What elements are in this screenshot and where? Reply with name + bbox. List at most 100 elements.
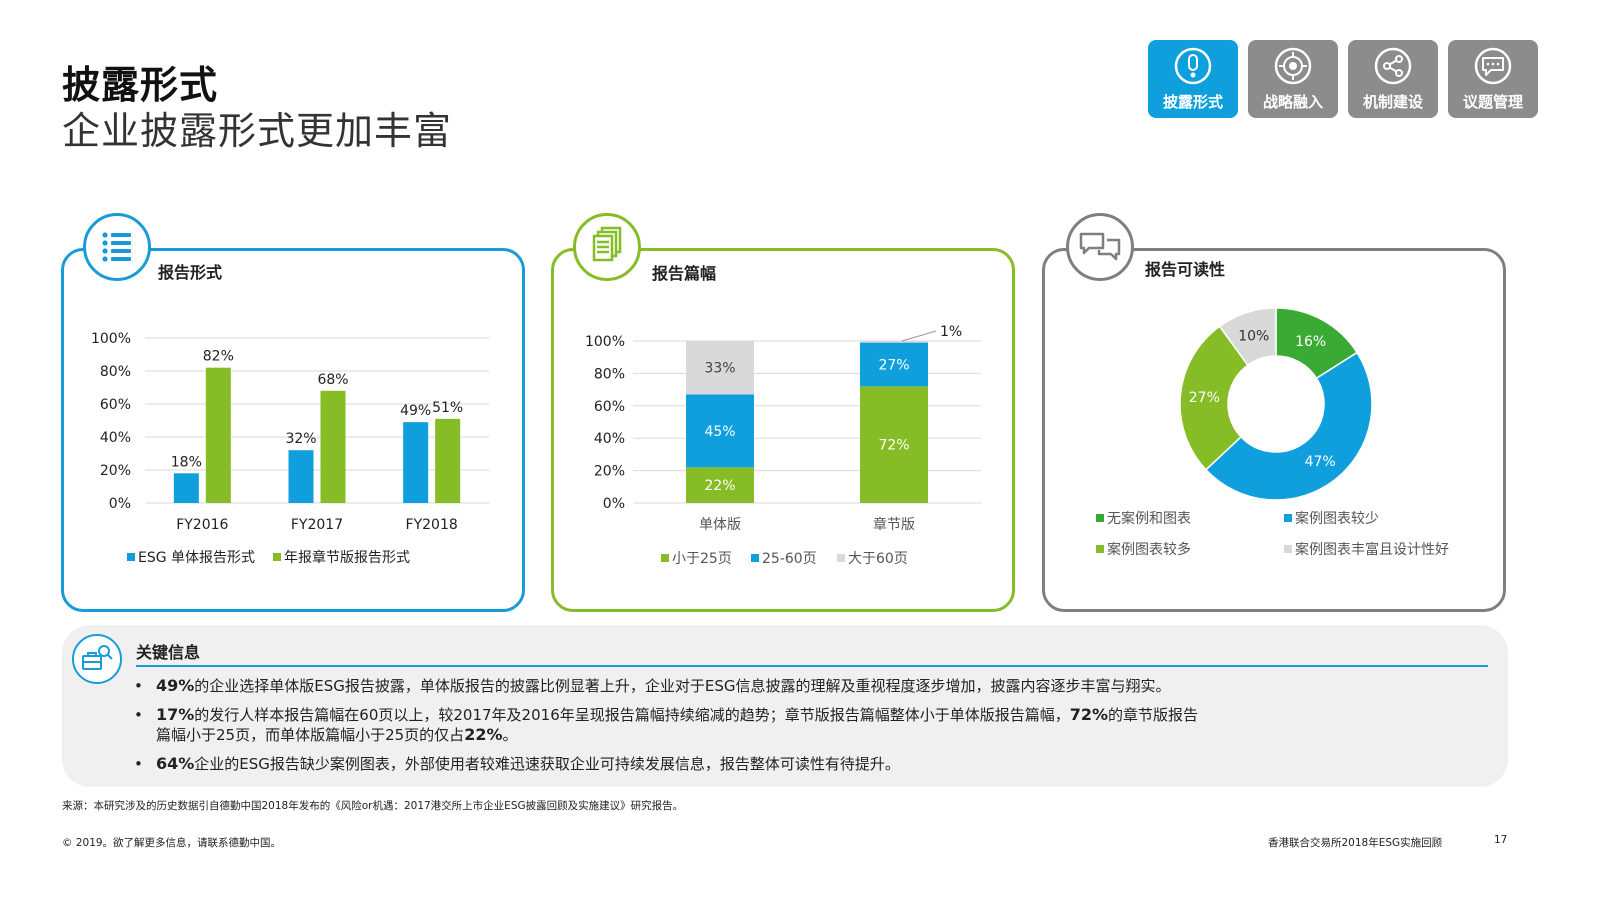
y-tick-label: 0% <box>603 496 625 512</box>
highlight-value: 49% <box>156 676 195 695</box>
share-icon <box>1374 47 1412 85</box>
leader-line <box>901 330 937 342</box>
bar-segment <box>686 341 754 395</box>
legend-swatch <box>837 554 845 562</box>
highlight-value: 72% <box>1069 705 1109 724</box>
report-format-chart: 0% 20% 40% 60% 80% 100% 18% 82% FY2016 32% 68% FY20… <box>91 331 489 566</box>
data-label: 72% <box>878 438 909 454</box>
highlight-value: 22% <box>464 725 503 744</box>
legend-label: 案例图表较多 <box>1107 541 1191 558</box>
bar-esg-standalone <box>173 473 199 503</box>
bar-segment <box>860 341 928 343</box>
report-format-title: 报告形式 <box>158 263 223 282</box>
readability-title: 报告可读性 <box>1145 260 1226 279</box>
bullet-text: 篇幅小于25页，而单体版篇幅小于25页的仅占 <box>156 726 465 744</box>
data-label: 33% <box>704 361 735 377</box>
data-label: 68% <box>317 372 348 388</box>
report-name: 香港联合交易所2018年ESG实施回顾 <box>1268 837 1443 849</box>
nav-tab-mechanism[interactable]: 机制建设 <box>1348 40 1438 118</box>
nav-tab-label: 机制建设 <box>1362 93 1423 111</box>
legend-swatch <box>1284 545 1292 553</box>
report-length-chart: 0% 20% 40% 60% 80% 100% 22% 45% 33% 单体版 72% 27% 1% 章节… <box>585 324 981 567</box>
bar-segment <box>686 394 754 468</box>
bar-segment <box>860 386 928 503</box>
nav-tab-strategy[interactable]: 战略融入 <box>1248 40 1338 118</box>
y-tick-label: 40% <box>594 431 625 447</box>
data-label: 1% <box>940 324 962 340</box>
list-item: 17%的发行人样本报告篇幅在60页以上，较2017年及2016年呈现报告篇幅持续… <box>134 705 1474 745</box>
y-tick-label: 40% <box>100 430 131 446</box>
legend-label: 年报章节版报告形式 <box>284 549 410 566</box>
data-label: 27% <box>878 357 909 373</box>
exclamation-icon <box>1174 47 1212 85</box>
y-tick-label: 0% <box>109 496 131 512</box>
pie-slice <box>1179 325 1249 471</box>
legend-swatch <box>751 554 759 562</box>
bar-annual-chapter <box>435 418 461 503</box>
nav-tab-topic-management[interactable]: 议题管理 <box>1448 40 1538 118</box>
y-tick-label: 80% <box>100 364 131 380</box>
x-tick-label: 章节版 <box>873 516 915 533</box>
bar-annual-chapter <box>205 367 231 503</box>
legend-swatch <box>1284 514 1292 522</box>
list-item: 64%企业的ESG报告缺少案例图表，外部使用者较难迅速获取企业可持续发展信息，报… <box>134 754 1474 774</box>
data-label: 18% <box>171 454 202 470</box>
y-tick-label: 60% <box>100 397 131 413</box>
data-label: 27% <box>1189 390 1220 406</box>
bar-annual-chapter <box>320 390 346 503</box>
page-number: 17 <box>1494 834 1508 846</box>
briefcase-search-icon <box>72 634 122 684</box>
readability-panel <box>1042 248 1506 612</box>
report-length-panel <box>551 248 1015 612</box>
dialog-icon <box>1066 213 1134 281</box>
nav-tab-label: 战略融入 <box>1262 93 1323 111</box>
legend-label: 无案例和图表 <box>1107 510 1191 527</box>
list-item: 49%的企业选择单体版ESG报告披露，单体版报告的披露比例显著上升，企业对于ES… <box>134 676 1474 696</box>
nav-tab-disclosure-form[interactable]: 披露形式 <box>1148 40 1238 118</box>
y-tick-label: 20% <box>100 463 131 479</box>
legend-swatch <box>1096 514 1104 522</box>
legend-swatch <box>273 553 281 561</box>
data-label: 16% <box>1295 334 1326 350</box>
bar-segment <box>860 342 928 387</box>
x-tick-label: FY2016 <box>176 517 228 533</box>
highlight-value: 64% <box>156 754 195 773</box>
legend-swatch <box>127 553 135 561</box>
legend-swatch <box>1096 545 1104 553</box>
y-tick-label: 60% <box>594 399 625 415</box>
pie-slice <box>1204 351 1373 501</box>
bullet-text: 的发行人样本报告篇幅在60页以上，较2017年及2016年呈现报告篇幅持续缩减的… <box>194 706 1070 724</box>
page-subtitle: 企业披露形式更加丰富 <box>62 109 453 153</box>
nav-tab-label: 披露形式 <box>1162 93 1223 111</box>
nav-tab-label: 议题管理 <box>1462 93 1523 111</box>
highlight-value: 17% <box>156 705 195 724</box>
section-nav: 披露形式 战略融入 机制建设 议题管理 <box>1148 40 1538 118</box>
report-format-panel <box>61 248 525 612</box>
key-info-list: 49%的企业选择单体版ESG报告披露，单体版报告的披露比例显著上升，企业对于ES… <box>134 676 1474 783</box>
chat-bubble-icon <box>1474 47 1512 85</box>
legend-swatch <box>661 554 669 562</box>
legend-label: 25-60页 <box>762 551 817 567</box>
bullet-text: 。 <box>502 726 518 744</box>
report-length-title: 报告篇幅 <box>652 264 717 283</box>
data-label: 22% <box>704 478 735 494</box>
documents-icon <box>573 213 641 281</box>
legend-label: 大于60页 <box>848 551 908 567</box>
target-icon <box>1274 47 1312 85</box>
y-tick-label: 80% <box>594 366 625 382</box>
bar-esg-standalone <box>288 450 314 503</box>
x-tick-label: 单体版 <box>699 517 741 533</box>
data-label: 82% <box>203 349 234 365</box>
data-label: 32% <box>285 431 316 447</box>
bullet-text: 的企业选择单体版ESG报告披露，单体版报告的披露比例显著上升，企业对于ESG信息… <box>194 677 1171 695</box>
x-tick-label: FY2018 <box>406 517 458 533</box>
data-label: 10% <box>1238 329 1269 345</box>
bar-segment <box>686 467 754 503</box>
source-note: 来源：本研究涉及的历史数据引自德勤中国2018年发布的《风险or机遇：2017港… <box>62 800 684 812</box>
data-label: 51% <box>432 400 463 416</box>
copyright: © 2019。欲了解更多信息，请联系德勤中国。 <box>62 837 282 849</box>
key-info-divider <box>136 665 1488 667</box>
pie-slice <box>1218 307 1277 367</box>
list-icon <box>83 213 151 281</box>
